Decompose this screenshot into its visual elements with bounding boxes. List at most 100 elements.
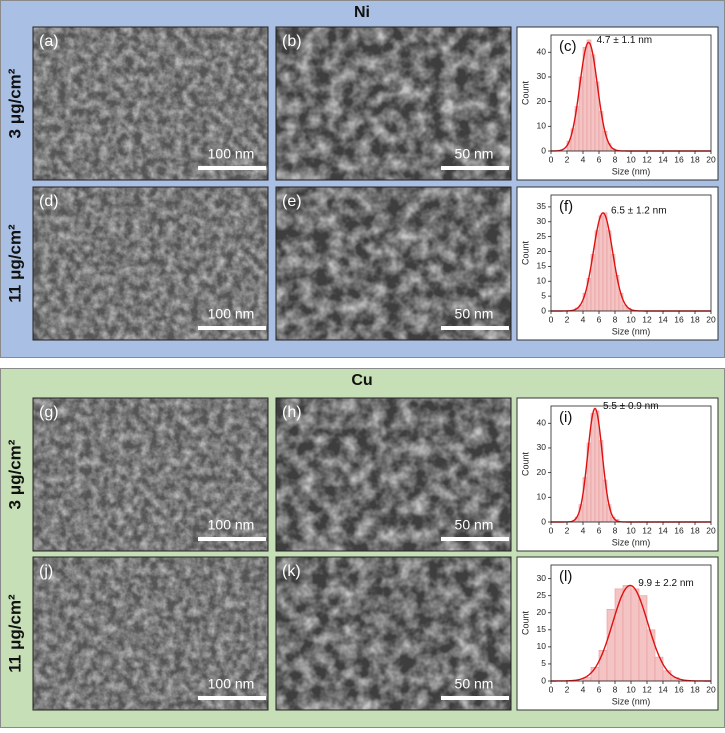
fit-annotation: 9.9 ± 2.2 nm [638,578,694,589]
x-tick-label: 4 [581,154,586,164]
histogram-bar [646,629,656,682]
x-tick-label: 14 [658,525,668,535]
sem-image-frame [275,556,512,711]
y-tick-label: 30 [537,71,547,81]
y-tick-label: 20 [537,467,547,477]
histogram-bar [590,667,600,682]
sem-image-frame [275,186,512,341]
scale-bar [441,696,509,700]
x-tick-label: 0 [549,314,554,324]
y-axis-label: Count [520,452,530,477]
section-title: Cu [351,372,372,389]
histogram-bar [590,54,596,152]
sem-image-texture [33,557,268,710]
x-tick-label: 16 [674,314,684,324]
scale-bar-label: 50 nm [455,306,494,322]
fit-annotation: 4.7 ± 1.1 nm [597,35,653,46]
y-tick-label: 25 [537,590,547,600]
y-tick-label: 10 [537,641,547,651]
x-tick-label: 6 [597,525,602,535]
y-tick-label: 5 [541,290,546,300]
y-tick-label: 35 [537,201,547,211]
y-tick-label: 20 [537,607,547,617]
sem-image-texture [33,398,268,551]
x-axis-label: Size (nm) [612,166,651,176]
x-tick-label: 4 [581,314,586,324]
x-tick-label: 12 [642,525,652,535]
x-tick-label: 6 [597,684,602,694]
histogram-bar [590,413,596,523]
scale-bar-label: 100 nm [208,676,255,692]
panel-letter: (f) [559,198,573,215]
x-tick-label: 4 [581,525,586,535]
scale-bar-label: 100 nm [208,517,255,533]
histogram-bar [598,215,604,312]
histogram-bar [598,649,608,682]
panel-letter: (h) [282,404,302,421]
histogram-frame [516,186,719,341]
section-title: Ni [354,4,370,21]
histogram-bar [630,588,640,682]
y-tick-label: 15 [537,261,547,271]
y-tick-label: 30 [537,442,547,452]
y-tick-label: 15 [537,624,547,634]
scale-bar [198,166,266,170]
histogram-bar [594,230,600,312]
panel-letter: (g) [39,404,59,421]
histogram-bar [586,39,592,152]
sem-image-frame [32,186,269,341]
histogram-bar [622,585,632,682]
y-tick-label: 0 [541,145,546,155]
y-tick-label: 0 [541,675,546,685]
sem-image-frame [32,26,269,181]
x-tick-label: 20 [706,154,716,164]
x-tick-label: 20 [706,525,716,535]
fit-annotation: 6.5 ± 1.2 nm [611,205,667,216]
row-label: 11 μg/cm² [5,594,24,673]
panel-letter: (e) [282,193,302,210]
sem-image-frame [275,26,512,181]
y-tick-label: 40 [537,418,547,428]
scale-bar [198,696,266,700]
y-tick-label: 20 [537,246,547,256]
x-tick-label: 2 [565,525,570,535]
panel-letter: (j) [39,563,53,580]
y-axis-label: Count [520,81,530,106]
x-tick-label: 10 [626,314,636,324]
sem-image-texture [276,187,511,340]
x-tick-label: 18 [690,154,700,164]
row-label: 3 μg/cm² [5,439,24,509]
sem-image-texture [33,27,268,180]
y-tick-label: 25 [537,231,547,241]
x-axis-label: Size (nm) [612,537,651,547]
y-tick-label: 0 [541,305,546,315]
x-tick-label: 8 [613,154,618,164]
y-tick-label: 0 [541,516,546,526]
y-tick-label: 30 [537,216,547,226]
x-tick-label: 14 [658,684,668,694]
scale-bar-label: 50 nm [455,517,494,533]
y-axis-label: Count [520,241,530,266]
x-tick-label: 2 [565,314,570,324]
x-tick-label: 14 [658,314,668,324]
y-tick-label: 5 [541,658,546,668]
x-tick-label: 6 [597,154,602,164]
scale-bar-label: 100 nm [208,146,255,162]
histogram-frame [516,26,719,181]
x-tick-label: 12 [642,684,652,694]
panel-letter: (l) [559,568,572,585]
scale-bar-label: 100 nm [208,306,255,322]
sem-image-texture [276,27,511,180]
x-tick-label: 16 [674,684,684,694]
x-tick-label: 16 [674,154,684,164]
x-axis-label: Size (nm) [612,326,651,336]
y-tick-label: 10 [537,276,547,286]
x-tick-label: 0 [549,525,554,535]
x-tick-label: 10 [626,154,636,164]
x-tick-label: 14 [658,154,668,164]
scale-bar [441,326,509,330]
x-tick-label: 18 [690,314,700,324]
x-tick-label: 16 [674,525,684,535]
